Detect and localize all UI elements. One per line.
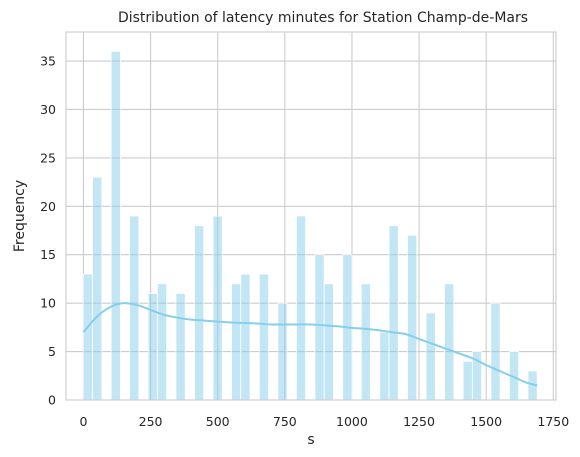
histogram-bar: [277, 302, 288, 401]
histogram-bar: [157, 283, 168, 401]
plot-frame: [65, 31, 557, 401]
histogram-bar: [212, 215, 223, 401]
chart-title: Distribution of latency minutes for Stat…: [118, 10, 528, 26]
histogram-bar: [258, 273, 269, 401]
histogram-bar: [240, 273, 251, 401]
x-tick-label: 500: [206, 414, 230, 429]
x-tick-labels: 0 250 500 750 1000 1250 1500 1750: [79, 414, 569, 429]
histogram-bar: [388, 225, 399, 401]
x-tick-label: 1500: [470, 414, 502, 429]
y-tick-labels: 0 5 10 15 20 25 30 35: [40, 54, 56, 408]
bar-layer: [82, 50, 538, 401]
histogram-bar: [295, 215, 307, 401]
histogram-bar: [194, 225, 205, 401]
histogram-bar: [175, 293, 186, 401]
histogram-bar: [314, 254, 325, 401]
histogram-bar: [92, 176, 103, 401]
histogram-bar: [82, 273, 93, 401]
kde-curve: [82, 302, 538, 387]
grid-layer: [66, 32, 556, 401]
y-tick-label: 20: [40, 199, 56, 214]
histogram-bar: [360, 283, 371, 401]
y-tick-label: 15: [40, 247, 56, 262]
histogram-bar: [407, 234, 418, 401]
histogram-bar: [129, 215, 140, 401]
histogram-bar: [490, 302, 501, 401]
x-tick-label: 0: [79, 414, 87, 429]
x-tick-label: 1000: [336, 414, 368, 429]
y-axis-label: Frequency: [12, 180, 28, 252]
histogram-bar: [110, 50, 121, 401]
y-tick-label: 0: [48, 393, 56, 408]
histogram-bar: [231, 283, 242, 401]
histogram-bar: [323, 283, 334, 401]
x-tick-label: 1750: [537, 414, 569, 429]
y-tick-label: 30: [40, 102, 56, 117]
histogram-bar: [425, 312, 436, 401]
y-tick-label: 5: [48, 344, 56, 359]
kde-layer: [82, 302, 538, 387]
histogram-bar: [379, 331, 390, 401]
x-tick-label: 1250: [403, 414, 435, 429]
y-tick-label: 35: [40, 54, 56, 69]
x-axis-label: s: [307, 432, 314, 448]
x-tick-label: 750: [273, 414, 297, 429]
x-tick-label: 250: [139, 414, 163, 429]
y-tick-label: 25: [40, 150, 56, 165]
y-tick-label: 10: [40, 296, 56, 311]
histogram-bar: [444, 283, 455, 401]
histogram-bar: [462, 360, 473, 401]
